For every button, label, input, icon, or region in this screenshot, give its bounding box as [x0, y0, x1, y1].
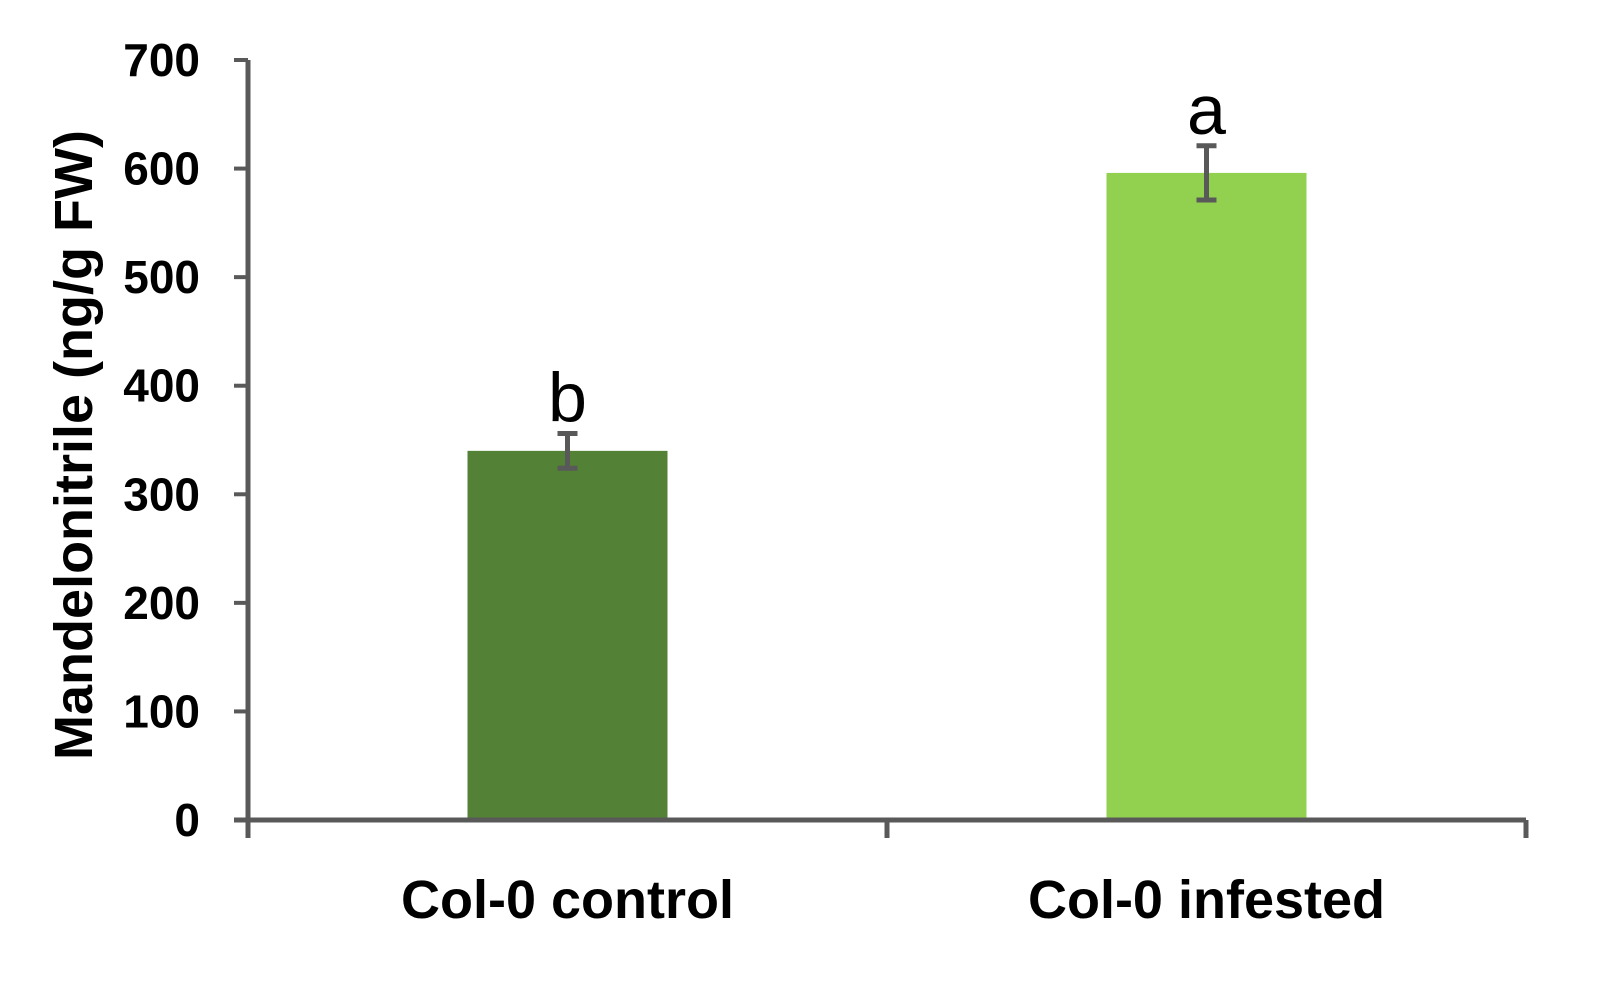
y-tick-label: 200	[123, 577, 200, 629]
error-bars	[557, 143, 1217, 471]
y-tick-label: 300	[123, 468, 200, 520]
significance-letter: a	[1187, 71, 1226, 149]
y-tick-label: 400	[123, 360, 200, 412]
x-category-label: Col-0 infested	[1028, 870, 1385, 930]
significance-letters: ba	[548, 71, 1226, 437]
y-axis-ticks: 0 100 200 300 400 500 600 700	[123, 34, 248, 846]
y-tick-label: 100	[123, 685, 200, 737]
bars	[467, 172, 1307, 820]
y-tick-label: 0	[174, 794, 200, 846]
error-bar	[1196, 143, 1217, 203]
x-category-label: Col-0 control	[401, 870, 734, 930]
bar-infested	[1106, 172, 1307, 820]
y-tick-label: 600	[123, 143, 200, 195]
error-bar	[557, 430, 578, 471]
y-axis-title: Mandelonitrile (ng/g FW)	[44, 130, 104, 760]
bar-control	[467, 450, 668, 820]
significance-letter: b	[548, 358, 587, 436]
axes	[234, 60, 1526, 823]
x-axis-category-labels: Col-0 control Col-0 infested	[401, 870, 1385, 930]
y-tick-label: 500	[123, 251, 200, 303]
y-tick-label: 700	[123, 34, 200, 86]
x-axis-ticks	[245, 820, 1529, 838]
